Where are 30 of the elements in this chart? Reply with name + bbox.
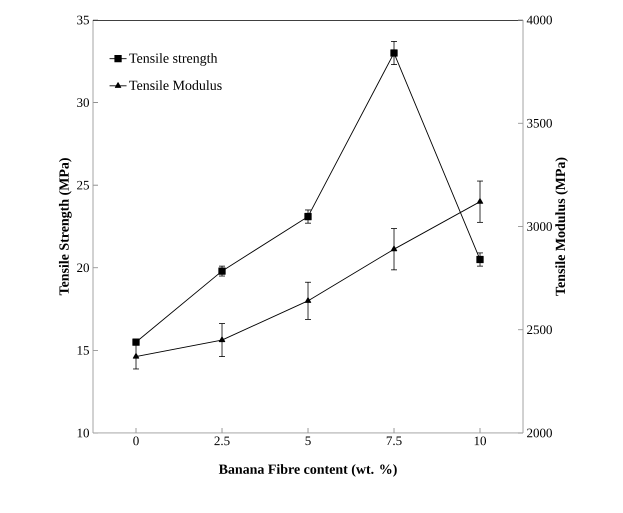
legend-label: Tensile Modulus — [129, 80, 222, 90]
y-tick-label: 30 — [77, 98, 89, 107]
point — [218, 336, 226, 342]
point — [390, 246, 398, 252]
x-axis-title: Banana Fibre content (wt. %) — [218, 464, 397, 477]
point — [132, 352, 140, 359]
y-axis-title: Tensile Strength (MPa) — [58, 158, 72, 296]
y-tick-label: 20 — [77, 263, 89, 272]
x-tick-label: 7.5 — [386, 436, 402, 446]
y-tick-label: 10 — [78, 428, 89, 438]
y2-tick-label: 2000 — [527, 428, 552, 438]
y2-tick-label: 3500 — [527, 118, 552, 128]
point — [304, 212, 312, 220]
y-tick-label: 15 — [78, 346, 89, 355]
y2-tick-label: 3000 — [527, 222, 552, 231]
y-tick-label: 35 — [77, 16, 89, 24]
point — [476, 256, 484, 264]
y2-axis-title: Tensile Modulus (MPa) — [555, 158, 568, 296]
x-tick-label: 5 — [306, 436, 311, 446]
point — [132, 338, 140, 346]
x-tick-label: 0 — [133, 436, 139, 446]
y2-tick-label: 4000 — [526, 16, 552, 24]
legend-label: Tensile strength — [129, 53, 218, 66]
x-tick-label: 10 — [474, 436, 486, 446]
point — [304, 297, 312, 303]
y-tick-label: 25 — [77, 180, 89, 190]
point — [476, 198, 484, 204]
point — [390, 49, 398, 57]
y2-tick-label: 2500 — [527, 325, 552, 334]
x-tick-label: 2.5 — [214, 436, 230, 446]
